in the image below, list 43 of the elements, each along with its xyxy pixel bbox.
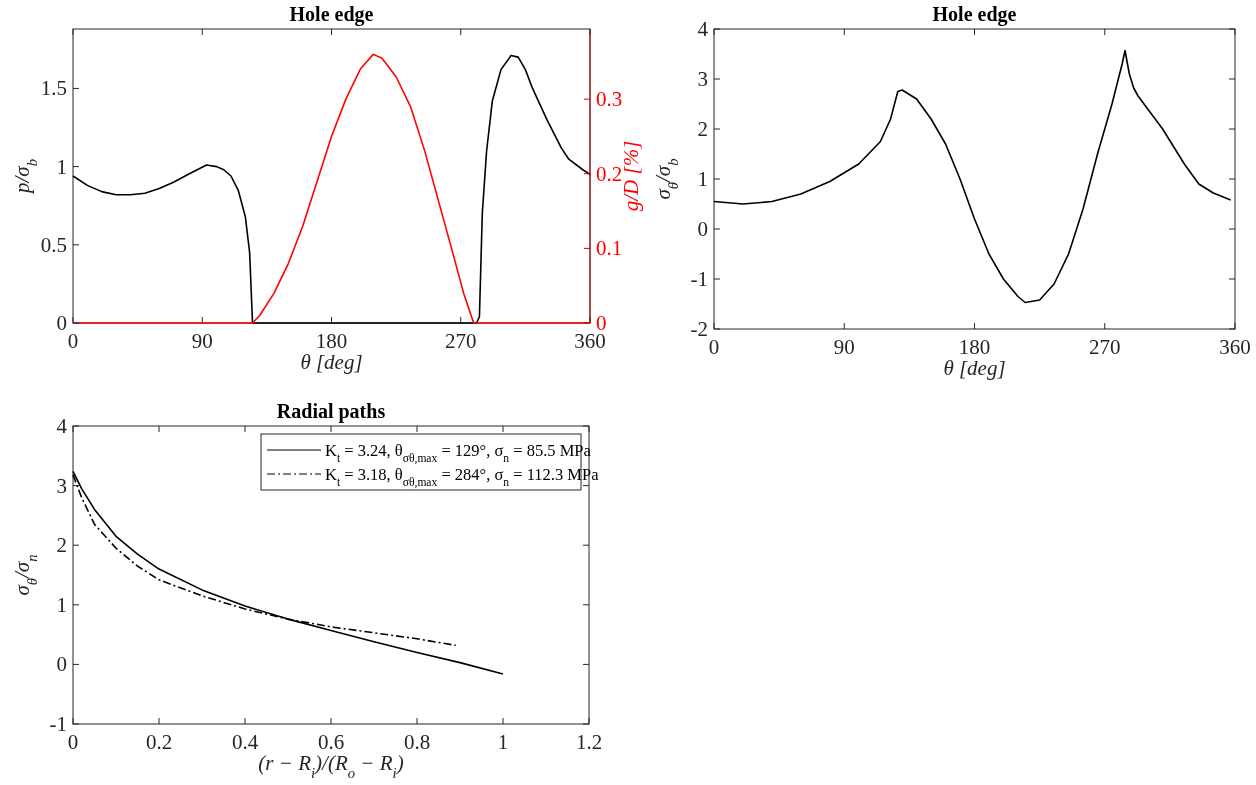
- x-tick-label: 180: [315, 329, 348, 353]
- x-tick-label: 270: [445, 329, 477, 353]
- x-tick-label: 0.4: [231, 730, 259, 754]
- legend-label: K$_{t}$ = 3.24, θ$_{σθ,max}$ = 129°, σ$_{n}$ = 85.5 MPa: [325, 441, 592, 465]
- y-tick-label: 3: [697, 67, 708, 91]
- x-tick-label: 0.6: [317, 730, 345, 754]
- y-tick-label: 2: [697, 117, 708, 141]
- y-tick-label: 2: [56, 533, 67, 558]
- x-axis-title: θ [deg]: [300, 350, 363, 374]
- y-tick-label: -2: [690, 317, 708, 341]
- x-tick-label: 1.2: [575, 730, 603, 754]
- y-tick-label: 0.5: [40, 232, 67, 257]
- y-tick-label: -1: [49, 712, 67, 736]
- y-tick-label: 1: [56, 154, 67, 179]
- y2-tick-label: 0.1: [596, 236, 623, 261]
- x-tick-label: 270: [1089, 335, 1121, 359]
- chart-title: Hole edge: [289, 3, 374, 26]
- y-tick-label: -1: [690, 267, 708, 291]
- x-tick-label: 0.8: [403, 730, 431, 754]
- y-tick-label: 4: [56, 414, 68, 438]
- y2-tick-label: 0.3: [596, 87, 623, 112]
- x-tick-label: 180: [958, 335, 991, 359]
- chart-title: Radial paths: [276, 400, 386, 423]
- x-tick-label: 1: [497, 730, 509, 754]
- y-tick-label: 1: [56, 592, 67, 617]
- y-tick-label: 0: [56, 652, 67, 677]
- line-series: [713, 49, 1232, 304]
- line-series: [72, 470, 504, 675]
- y-tick-label: 3: [56, 473, 67, 498]
- x-tick-label: 0.2: [145, 730, 173, 754]
- y-tick-label: 1: [697, 167, 708, 191]
- x-axis-title: (r − R$_{i}$)/(R$_{o}$ − R$_{i}$): [258, 751, 404, 781]
- x-tick-label: 90: [833, 335, 855, 359]
- y2-tick-label: 0.2: [596, 161, 623, 186]
- x-tick-label: 90: [191, 329, 213, 353]
- x-tick-label: 360: [1219, 335, 1251, 359]
- chart-title: Hole edge: [932, 3, 1017, 26]
- y-tick-label: 4: [697, 17, 709, 41]
- x-axis-title: θ [deg]: [943, 356, 1006, 380]
- legend-label: K$_{t}$ = 3.18, θ$_{σθ,max}$ = 284°, σ$_{n}$ = 112.3 MPa: [325, 465, 600, 489]
- y-tick-label: 1.5: [40, 76, 67, 101]
- y-tick-label: 0: [697, 217, 708, 241]
- y-tick-label: 0: [56, 311, 67, 335]
